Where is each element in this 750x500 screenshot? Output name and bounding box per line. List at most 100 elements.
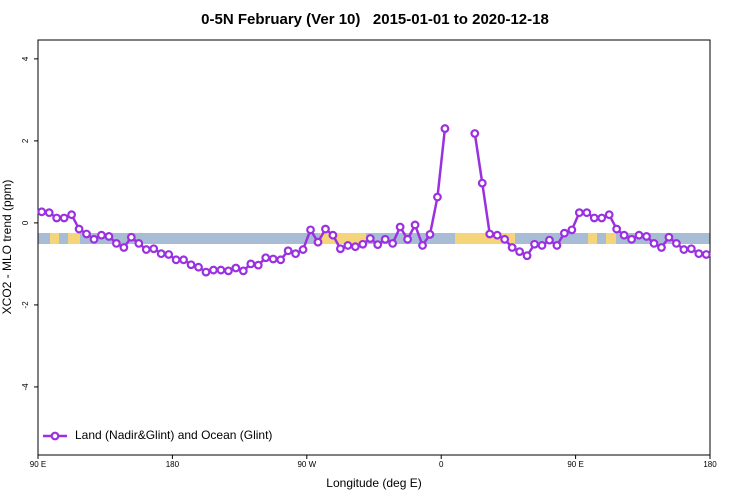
- data-point: [74, 224, 84, 234]
- data-point: [403, 234, 413, 244]
- data-point: [97, 230, 106, 240]
- data-point: [410, 220, 420, 230]
- x-tick-label: 180: [703, 460, 717, 469]
- data-point: [67, 210, 76, 220]
- data-point: [171, 255, 181, 265]
- data-point: [134, 238, 144, 248]
- land-band: [588, 233, 597, 244]
- data-point: [701, 250, 711, 259]
- data-point: [507, 243, 517, 252]
- x-tick-label: 90 E: [30, 460, 46, 469]
- data-point: [664, 232, 674, 242]
- legend-label: Land (Nadir&Glint) and Ocean (Glint): [75, 428, 272, 442]
- data-point: [619, 230, 629, 240]
- data-point: [425, 229, 435, 239]
- data-point: [328, 230, 338, 240]
- data-point: [545, 235, 554, 245]
- data-point: [365, 234, 375, 243]
- y-tick-label: 4: [21, 56, 30, 61]
- data-point: [126, 232, 136, 242]
- plot-frame: [37, 39, 711, 456]
- data-point: [649, 238, 659, 248]
- data-point: [201, 267, 211, 277]
- data-point: [216, 265, 226, 275]
- data-point: [440, 124, 450, 133]
- data-point: [522, 251, 532, 261]
- data-point: [485, 229, 495, 239]
- chart-title: 0-5N February (Ver 10) 2015-01-01 to 202…: [201, 11, 549, 28]
- land-band: [320, 233, 366, 244]
- data-point: [313, 237, 323, 247]
- y-tick-label: 2: [21, 138, 30, 143]
- data-point: [141, 245, 151, 254]
- y-tick-label: -2: [21, 301, 30, 309]
- data-point: [89, 234, 99, 244]
- data-point: [223, 266, 233, 276]
- x-tick-label: 90 W: [297, 460, 316, 469]
- data-point: [44, 208, 54, 218]
- data-point: [111, 238, 121, 248]
- legend-marker: [50, 431, 60, 441]
- data-line: [41, 128, 707, 274]
- data-point: [604, 210, 614, 220]
- data-point: [156, 249, 166, 259]
- data-point: [634, 230, 644, 240]
- x-tick-label: 90 E: [567, 460, 583, 469]
- data-point: [261, 253, 271, 263]
- data-point: [164, 250, 174, 259]
- data-point: [612, 224, 622, 234]
- data-point: [298, 245, 308, 254]
- data-point: [694, 249, 704, 259]
- data-point: [179, 255, 189, 265]
- data-point: [82, 229, 91, 239]
- data-point: [582, 208, 592, 218]
- data-point: [37, 207, 47, 217]
- data-point: [283, 246, 293, 256]
- data-point: [238, 266, 248, 276]
- x-tick-label: 180: [166, 460, 180, 469]
- data-point: [104, 232, 114, 241]
- data-point: [537, 241, 547, 250]
- data-point: [418, 241, 427, 250]
- data-point: [119, 243, 129, 252]
- land-band: [50, 233, 59, 244]
- data-point: [59, 213, 69, 223]
- data-point: [530, 239, 539, 249]
- land-band: [455, 233, 515, 244]
- data-point: [343, 241, 353, 250]
- land-band: [68, 233, 80, 244]
- data-point: [194, 262, 203, 272]
- data-point: [306, 225, 315, 235]
- data-point: [433, 192, 442, 202]
- data-point: [186, 260, 196, 270]
- data-point: [500, 234, 510, 244]
- y-axis-label: XCO2 - MLO trend (ppm): [0, 180, 14, 315]
- data-point: [52, 213, 62, 223]
- data-point: [642, 232, 651, 241]
- data-point: [350, 242, 360, 252]
- data-point: [380, 234, 390, 244]
- data-point: [231, 263, 241, 273]
- data-point: [395, 222, 405, 232]
- data-point: [567, 225, 577, 235]
- data-point: [560, 228, 569, 238]
- data-point: [492, 230, 502, 240]
- data-point: [268, 254, 278, 264]
- data-point: [672, 238, 681, 248]
- data-point: [574, 208, 584, 218]
- data-point: [597, 213, 607, 223]
- x-axis-label: Longitude (deg E): [326, 476, 421, 490]
- x-tick-label: 0: [439, 460, 444, 469]
- data-point: [686, 244, 696, 254]
- data-point: [253, 260, 263, 270]
- data-point: [477, 178, 487, 188]
- data-point: [679, 245, 689, 254]
- data-point: [515, 247, 524, 257]
- data-point: [358, 239, 368, 249]
- land-band: [606, 233, 616, 244]
- data-point: [321, 224, 330, 234]
- data-point: [657, 243, 666, 252]
- data-point: [276, 255, 286, 265]
- data-point: [627, 234, 636, 244]
